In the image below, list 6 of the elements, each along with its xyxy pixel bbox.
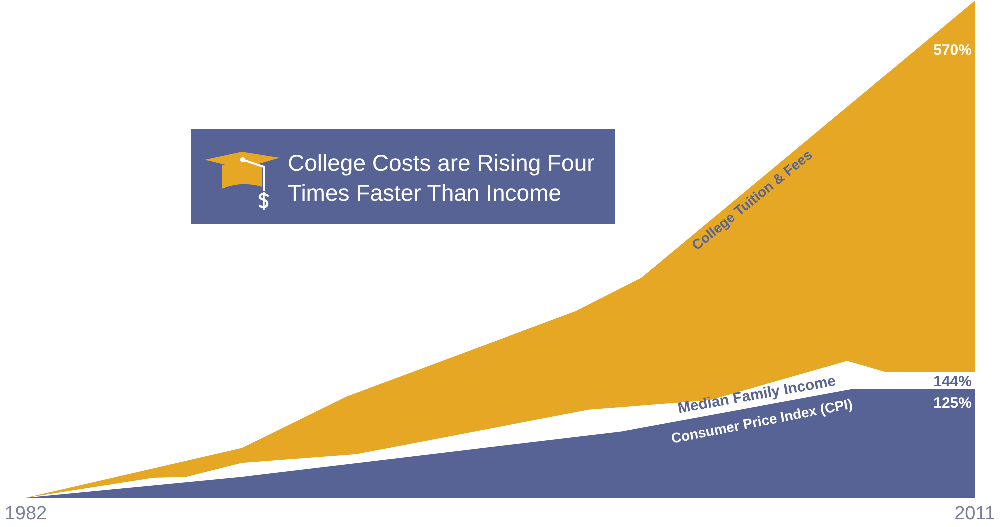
text: College Costs are Rising Four Times Faster Than Income: [288, 149, 596, 208]
data-label: 125%: [934, 395, 972, 412]
x-tick-label: 1982: [4, 503, 48, 524]
x-tick-label: 2011: [954, 503, 996, 524]
data-label: 144%: [934, 373, 972, 390]
data-label: 570%: [934, 42, 972, 59]
